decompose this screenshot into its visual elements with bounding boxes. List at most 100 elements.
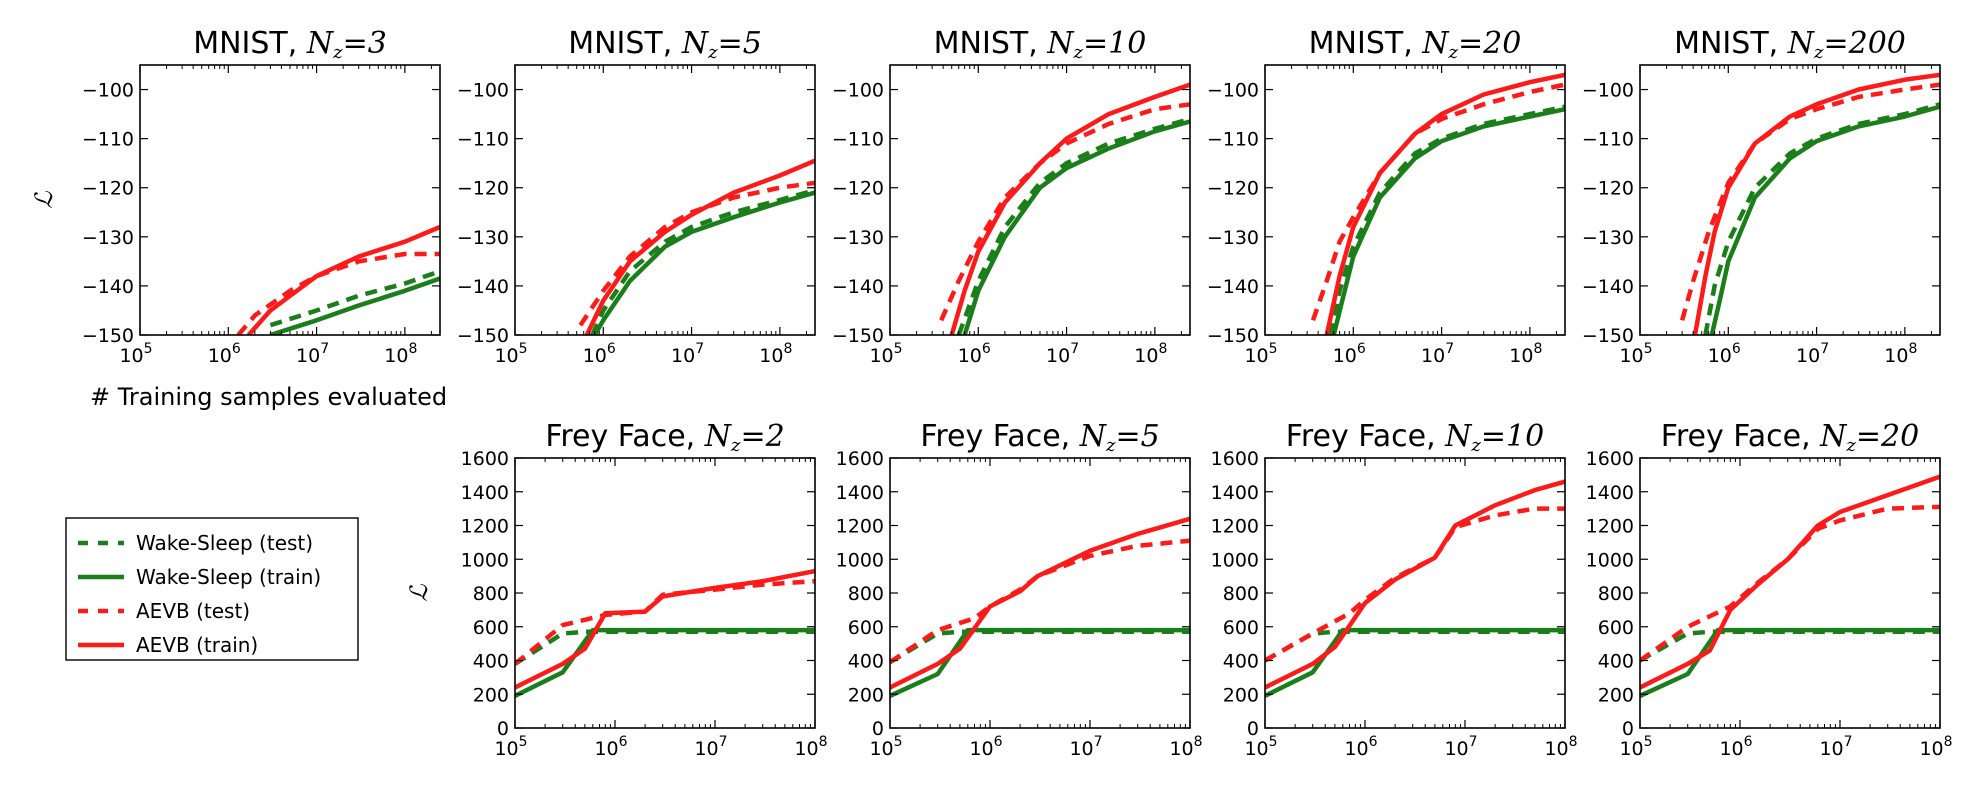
series-line-ws-train [1331,106,1565,335]
y-tick-label: 200 [848,684,884,706]
panel-0: 105 106 107 108−150−140−130−120−110−100MNIS… [30,26,441,367]
y-tick-label: 200 [1223,684,1259,706]
panel-7: 105 106 107 1080200400600800100012001400160… [1211,419,1578,760]
axes-frame [514,457,816,729]
series-line-ws-train [1709,104,1940,335]
panel-title: MNIST, Nz=200 [1674,26,1906,63]
panel-2: 105 106 107 108−150−140−130−120−110−100MNIS… [832,26,1191,367]
y-tick-label: −140 [1582,276,1634,298]
y-tick-label: −120 [1207,178,1259,200]
x-axis-label: # Training samples evaluated [90,383,447,411]
y-tick-label: 800 [1223,583,1259,605]
x-tick-label: 105 [1619,341,1652,367]
y-tick-label: 1000 [836,549,884,571]
y-tick-label: 1400 [461,482,509,504]
x-tick-label: 106 [208,341,241,367]
y-tick-label: −150 [82,325,134,347]
x-tick-label: 107 [1069,734,1102,760]
panel-6: 105 106 107 1080200400600800100012001400160… [836,419,1203,760]
y-tick-label: −150 [1207,325,1259,347]
panel-title: MNIST, Nz=3 [193,26,387,63]
panel-3: 105 106 107 108−150−140−130−120−110−100MNIS… [1207,26,1566,367]
y-tick-label: 1600 [1586,448,1634,470]
x-tick-label: 108 [1544,734,1577,760]
y-tick-label: −110 [832,129,884,151]
y-tick-label: −140 [1207,276,1259,298]
x-tick-label: 108 [1884,341,1917,367]
series-group [1679,72,1940,335]
series-line-aevb-test [1310,82,1565,322]
panel-title: Frey Face, Nz=2 [545,419,784,456]
series-group [578,158,815,335]
x-tick-label: 106 [969,734,1002,760]
series-line-aevb-train [515,568,815,690]
y-tick-label: 1200 [1586,516,1634,538]
y-tick-label: 600 [1598,617,1634,639]
x-tick-label: 106 [594,734,627,760]
series-group [1640,474,1940,698]
series-line-ws-test [1328,104,1565,335]
y-tick-label: 1400 [836,482,884,504]
y-tick-label: 0 [1247,718,1259,740]
y-tick-label: −100 [457,80,509,102]
y-tick-label: −120 [1582,178,1634,200]
y-tick-label: 400 [473,651,509,673]
y-tick-label: −120 [82,178,134,200]
x-tick-label: 106 [1719,734,1752,760]
y-tick-label: 0 [1622,718,1634,740]
y-tick-label: −110 [1582,129,1634,151]
y-tick-label: −130 [1207,227,1259,249]
y-tick-label: 200 [1598,684,1634,706]
y-axis-label: ℒ [30,191,58,209]
y-tick-label: 1400 [1211,482,1259,504]
x-tick-label: 107 [1819,734,1852,760]
x-tick-label: 108 [1509,341,1542,367]
y-tick-label: −150 [457,325,509,347]
series-group [1310,72,1565,335]
panel-1: 105 106 107 108−150−140−130−120−110−100MNIS… [457,26,816,367]
y-tick-label: −150 [1582,325,1634,347]
y-tick-label: 600 [848,617,884,639]
series-line-ws-train [269,276,440,335]
series-line-ws-train [1640,627,1940,698]
panel-title: MNIST, Nz=5 [568,26,762,63]
x-tick-label: 108 [384,341,417,367]
x-tick-label: 106 [1333,341,1366,367]
x-tick-label: 108 [759,341,792,367]
y-tick-label: −100 [1582,80,1634,102]
y-tick-label: 1600 [461,448,509,470]
series-group [236,224,440,335]
series-line-aevb-test [890,538,1190,665]
axes-frame [889,64,1191,336]
y-tick-label: −130 [832,227,884,249]
series-line-aevb-test [515,578,815,666]
y-tick-label: −110 [1207,129,1259,151]
panel-title: MNIST, Nz=10 [934,26,1147,63]
axes-frame [514,64,816,336]
legend-label-ws-test: Wake-Sleep (test) [136,531,313,555]
y-tick-label: −140 [457,276,509,298]
series-line-aevb-train [584,158,815,335]
y-tick-label: 800 [848,583,884,605]
axes-frame [1264,64,1566,336]
legend-box [65,517,359,661]
series-line-aevb-train [949,82,1190,335]
y-tick-label: 1600 [1211,448,1259,470]
series-line-ws-test [890,629,1190,665]
y-tick-label: −100 [82,80,134,102]
y-tick-label: 1200 [836,516,884,538]
y-tick-label: 600 [473,617,509,639]
y-tick-label: 400 [1598,651,1634,673]
series-line-aevb-test [236,251,440,335]
y-tick-label: −120 [457,178,509,200]
series-group [515,568,815,698]
panel-title: Frey Face, Nz=10 [1286,419,1544,456]
panel-5: 105 106 107 1080200400600800100012001400160… [405,419,828,760]
series-line-ws-test [1703,102,1940,335]
panel-8: 105 106 107 1080200400600800100012001400160… [1586,419,1953,760]
x-tick-label: 107 [1444,734,1477,760]
series-line-ws-test [590,188,815,335]
series-line-aevb-train [890,516,1190,690]
y-tick-label: −140 [832,276,884,298]
